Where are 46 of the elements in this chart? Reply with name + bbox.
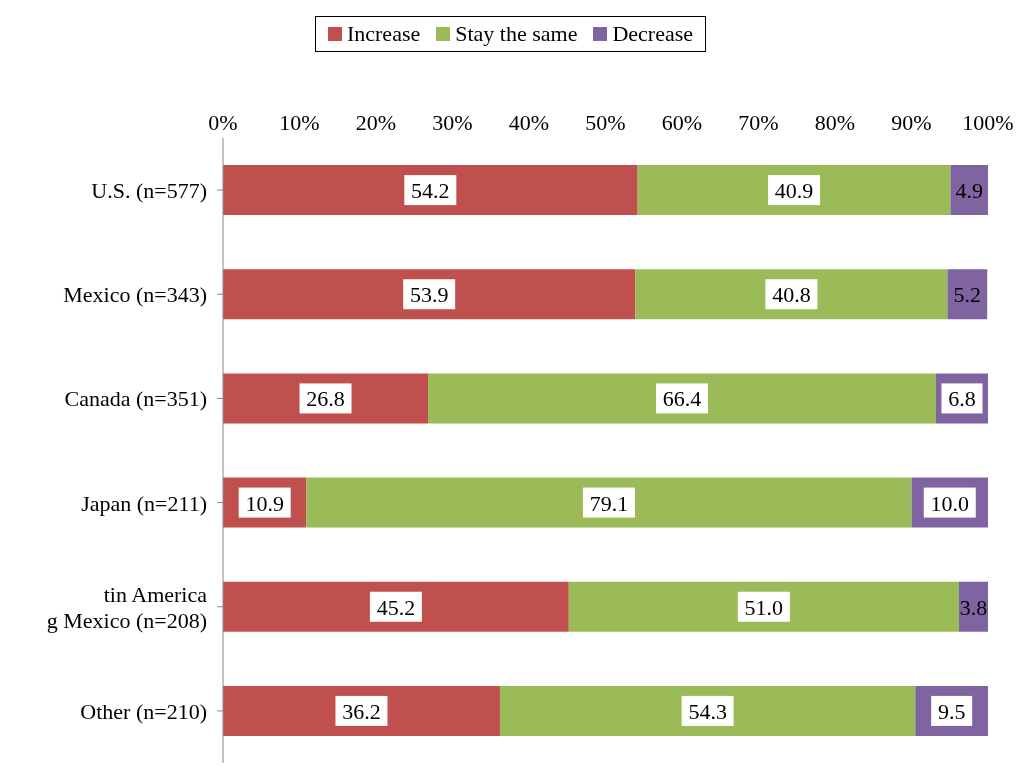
data-label: 40.9 [774, 178, 814, 204]
x-tick-label: 60% [661, 110, 703, 135]
data-label: 6.8 [948, 386, 976, 412]
x-tick-label: 0% [208, 110, 238, 135]
data-label: 79.1 [589, 490, 629, 516]
data-label: 40.8 [772, 282, 811, 308]
y-tick-label: Mexico (n=343) [63, 282, 207, 308]
bar [947, 269, 988, 320]
data-label: 53.9 [409, 282, 449, 308]
data-label: 51.0 [744, 594, 784, 620]
bar [223, 581, 569, 632]
y-tick-label: U.S. (n=577) [91, 178, 207, 204]
data-label: 45.2 [376, 594, 416, 620]
bar [223, 269, 636, 320]
data-label: 10.0 [930, 490, 969, 516]
legend-label: Increase [345, 21, 421, 47]
legend-label: Decrease [611, 21, 694, 47]
bar [223, 165, 638, 216]
bar [499, 685, 916, 736]
x-tick-label: 80% [814, 110, 856, 135]
data-label: 4.9 [955, 178, 984, 204]
x-tick-label: 40% [508, 110, 550, 135]
x-tick-label: 50% [585, 110, 626, 135]
bar [568, 581, 959, 632]
legend-label: Stay the same [454, 21, 578, 47]
data-label: 36.2 [342, 698, 381, 724]
x-tick-label: 90% [891, 110, 932, 135]
data-label: 10.9 [245, 490, 284, 516]
x-tick-label: 70% [738, 110, 779, 135]
x-tick-label: 30% [432, 110, 473, 135]
bar [306, 477, 912, 528]
data-label: 9.5 [937, 698, 966, 724]
x-tick-label: 10% [279, 110, 320, 135]
y-tick-label: Other (n=210) [80, 698, 207, 724]
data-label: 66.4 [662, 386, 702, 412]
y-tick-label: Japan (n=211) [81, 490, 207, 516]
data-label: 54.2 [411, 178, 450, 204]
x-tick-label: 100% [962, 110, 1014, 135]
y-tick-label: Canada (n=351) [64, 386, 207, 412]
y-tick-label: tin America g Mexico (n=208) [46, 581, 208, 633]
data-label: 54.3 [688, 698, 727, 724]
data-label: 26.8 [306, 386, 345, 412]
x-tick-label: 20% [355, 110, 397, 135]
data-label: 3.8 [959, 594, 988, 620]
data-label: 5.2 [953, 282, 982, 308]
bar [428, 373, 936, 424]
